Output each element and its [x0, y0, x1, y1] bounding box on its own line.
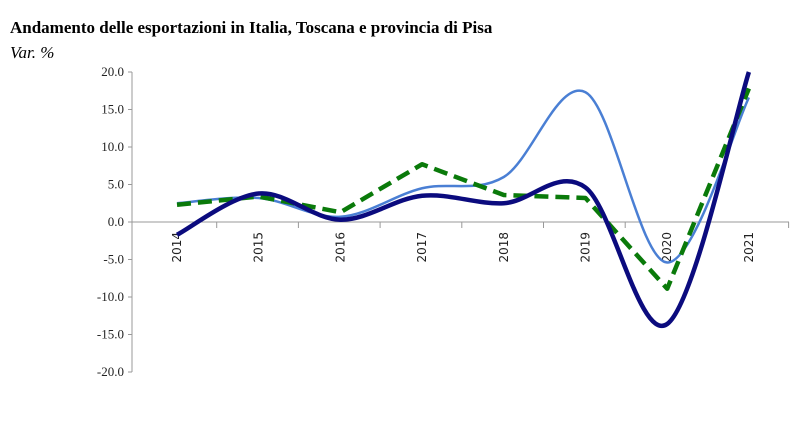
y-tick-label: 0.0	[108, 214, 124, 229]
x-tick-label: 2017	[415, 232, 429, 263]
y-tick-label: -15.0	[97, 327, 124, 342]
y-tick-label: -20.0	[97, 364, 124, 379]
y-tick-label: 15.0	[101, 102, 124, 117]
x-tick-label: 2021	[742, 232, 756, 263]
x-tick-label: 2018	[497, 232, 511, 263]
y-tick-label: -10.0	[97, 289, 124, 304]
y-tick-label: 20.0	[101, 64, 124, 79]
chart-title: Andamento delle esportazioni in Italia, …	[10, 18, 493, 37]
x-tick-label: 2019	[579, 232, 593, 263]
x-tick-label: 2014	[170, 232, 184, 263]
series-line-1	[176, 87, 751, 291]
chart-subtitle: Var. %	[10, 43, 55, 62]
y-tick-label: 10.0	[101, 139, 124, 154]
x-tick-label: 2020	[660, 232, 674, 263]
x-tick-label: 2015	[252, 232, 266, 263]
y-tick-label: -5.0	[103, 252, 124, 267]
series-lines	[175, 71, 752, 329]
x-tick-label: 2016	[333, 232, 347, 263]
y-tick-label: 5.0	[108, 177, 124, 192]
axes: 20.0 15.0 10.0 5.0 0.0 -5.0 -10.0 -15.0 -20.0 201…	[97, 64, 790, 379]
